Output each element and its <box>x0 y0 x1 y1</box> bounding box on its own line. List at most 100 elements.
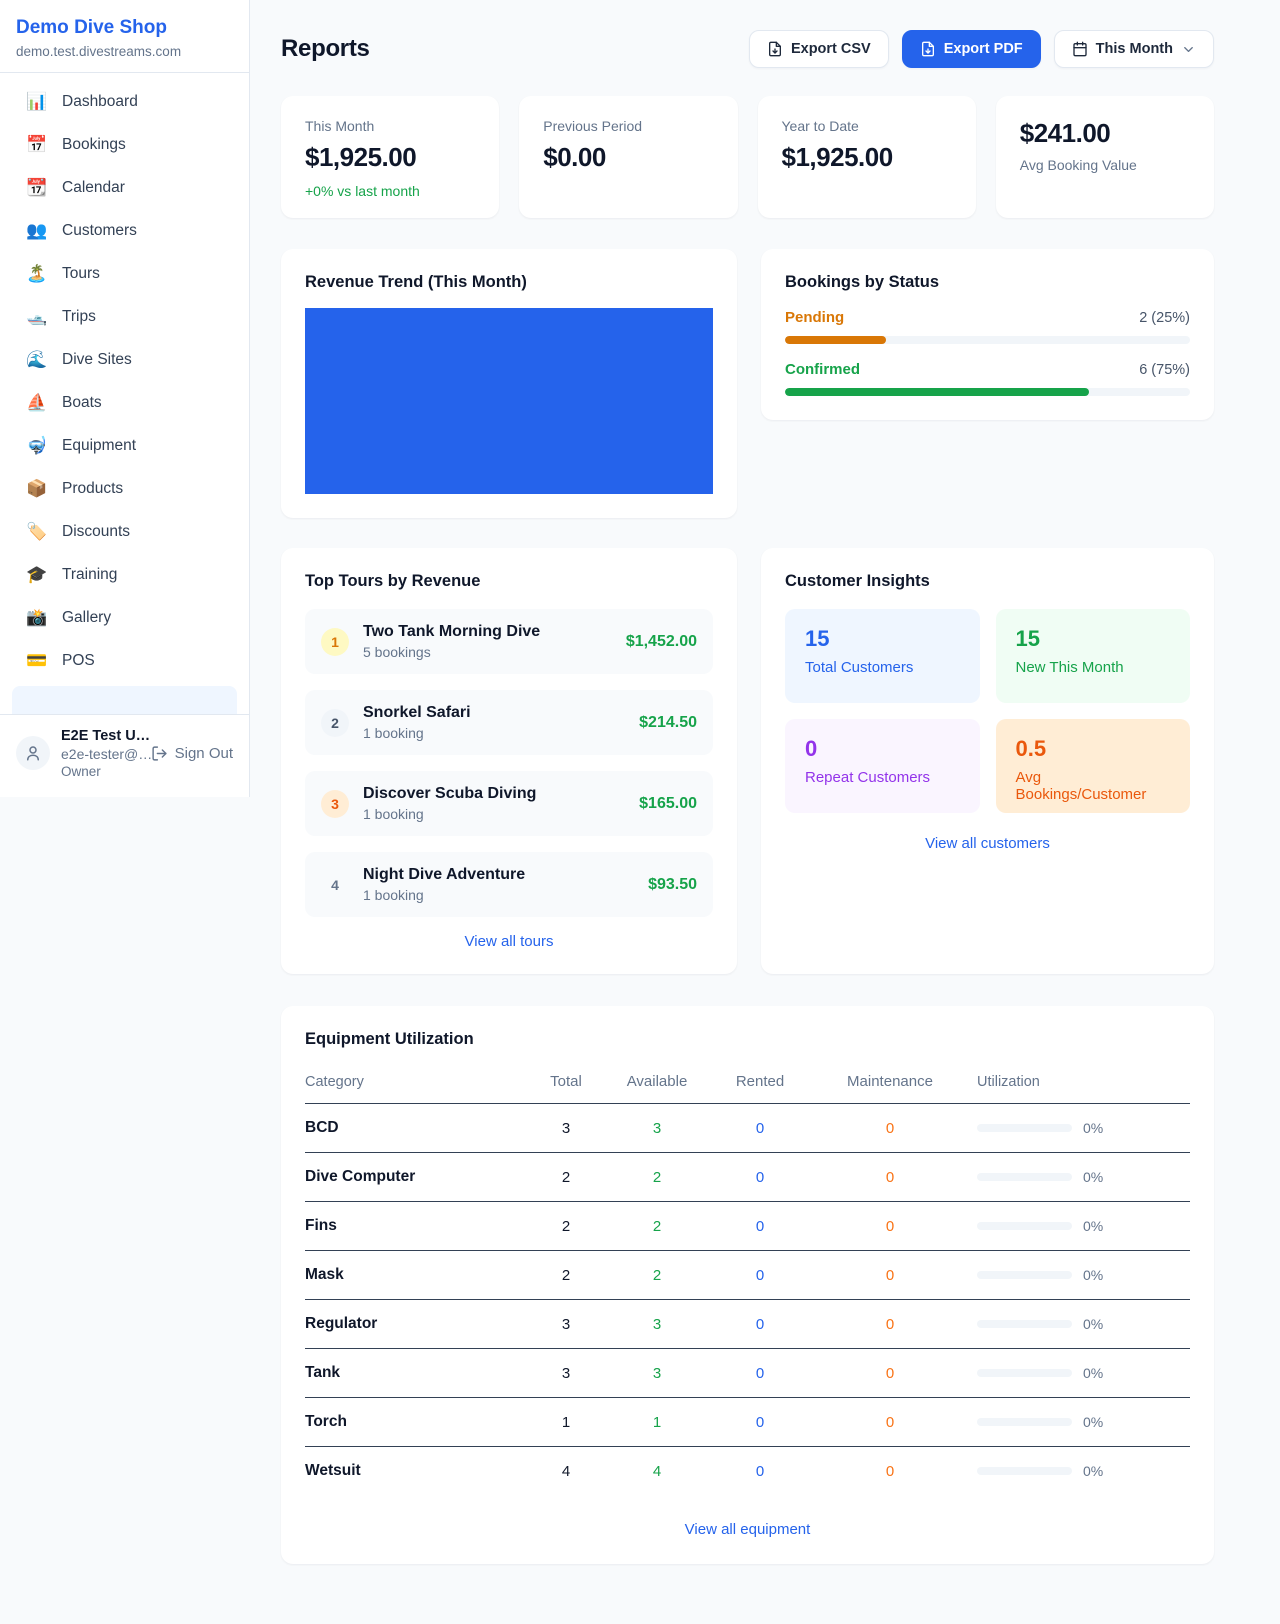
utilization-bar-track <box>977 1271 1072 1279</box>
tour-row: 2 Snorkel Safari 1 booking $214.50 <box>305 690 713 755</box>
view-all-tours-link[interactable]: View all tours <box>464 933 554 950</box>
equipment-rented: 0 <box>755 1364 765 1382</box>
sidebar-item-selected-partial[interactable] <box>12 686 237 714</box>
sidebar-item-calendar[interactable]: 📆 Calendar <box>12 166 237 209</box>
sidebar-item-tours[interactable]: 🏝️ Tours <box>12 252 237 295</box>
sidebar-item-boats[interactable]: ⛵ Boats <box>12 381 237 424</box>
tour-bookings: 1 booking <box>363 725 424 741</box>
sidebar-item-dashboard[interactable]: 📊 Dashboard <box>12 80 237 123</box>
utilization-bar-track <box>977 1222 1072 1230</box>
export-pdf-button[interactable]: Export PDF <box>901 30 1041 68</box>
revenue-trend-card: Revenue Trend (This Month) <box>281 249 737 518</box>
tour-name: Discover Scuba Diving <box>363 785 537 802</box>
brand-name: Demo Dive Shop <box>16 17 167 38</box>
column-header: Total <box>550 1073 582 1090</box>
sidebar-item-label: Training <box>62 565 118 583</box>
stat-card-year-to-date: Year to Date $1,925.00 <box>757 96 976 218</box>
sidebar-item-training[interactable]: 🎓 Training <box>12 553 237 596</box>
sidebar-item-label: Boats <box>62 393 102 411</box>
sidebar-item-bookings[interactable]: 📅 Bookings <box>12 123 237 166</box>
column-header: Maintenance <box>847 1073 933 1090</box>
equipment-category: Regulator <box>305 1315 378 1332</box>
sidebar-item-customers[interactable]: 👥 Customers <box>12 209 237 252</box>
package-icon: 📦 <box>26 479 48 498</box>
file-download-icon <box>921 41 934 57</box>
equipment-maintenance: 0 <box>885 1364 895 1382</box>
graduation-cap-icon: 🎓 <box>26 565 48 584</box>
utilization-percent: 0% <box>1083 1218 1104 1234</box>
tour-row: 1 Two Tank Morning Dive 5 bookings $1,45… <box>305 609 713 674</box>
sign-out-button[interactable]: Sign Out <box>151 745 233 762</box>
stat-card-previous-period: Previous Period $0.00 <box>519 96 738 218</box>
tile-label: Repeat Customers <box>805 769 931 786</box>
sidebar-item-pos[interactable]: 💳 POS <box>12 639 237 682</box>
rank-badge: 2 <box>321 708 349 737</box>
table-row: BCD 3 3 0 0 0% <box>305 1104 1190 1153</box>
equipment-utilization-cell: 0% <box>963 1316 1190 1332</box>
equipment-total: 2 <box>561 1266 571 1284</box>
tile-label: Total Customers <box>805 659 914 676</box>
column-header: Utilization <box>977 1073 1040 1090</box>
equipment-available: 2 <box>652 1266 662 1284</box>
equipment-rented: 0 <box>755 1119 765 1137</box>
tour-amount: $93.50 <box>648 875 697 893</box>
revenue-trend-title: Revenue Trend (This Month) <box>305 273 527 291</box>
stat-value: $0.00 <box>543 142 606 172</box>
equipment-rented: 0 <box>755 1315 765 1333</box>
sidebar-item-dive-sites[interactable]: 🌊 Dive Sites <box>12 338 237 381</box>
view-all-customers-link[interactable]: View all customers <box>925 835 1050 852</box>
sidebar-item-label: Discounts <box>62 522 131 540</box>
sidebar-item-trips[interactable]: 🛥️ Trips <box>12 295 237 338</box>
view-all-equipment-link[interactable]: View all equipment <box>684 1521 811 1538</box>
sidebar-item-products[interactable]: 📦 Products <box>12 467 237 510</box>
equipment-total: 4 <box>561 1462 571 1480</box>
sidebar: Demo Dive Shop demo.test.divestreams.com… <box>0 0 250 797</box>
equipment-title: Equipment Utilization <box>305 1030 474 1048</box>
customer-insights-card: Customer Insights 15 Total Customers 15 … <box>761 548 1214 974</box>
brand-domain: demo.test.divestreams.com <box>16 44 182 59</box>
sidebar-item-gallery[interactable]: 📸 Gallery <box>12 596 237 639</box>
utilization-percent: 0% <box>1083 1267 1104 1283</box>
table-row: Torch 1 1 0 0 0% <box>305 1398 1190 1447</box>
calendar-icon <box>1073 41 1087 57</box>
sidebar-item-equipment[interactable]: 🤿 Equipment <box>12 424 237 467</box>
equipment-maintenance: 0 <box>885 1119 895 1137</box>
insight-tile-new-this-month: 15 New This Month <box>995 609 1190 703</box>
export-csv-button[interactable]: Export CSV <box>748 30 889 68</box>
stat-label: Year to Date <box>781 118 859 134</box>
utilization-bar-track <box>977 1467 1072 1475</box>
period-label: This Month <box>1095 41 1173 57</box>
rank-badge: 3 <box>321 789 349 818</box>
top-tours-title: Top Tours by Revenue <box>305 572 481 590</box>
sidebar-nav: 📊 Dashboard 📅 Bookings 📆 Calendar 👥 Cust… <box>0 73 249 714</box>
calendar-pad-icon: 📆 <box>26 178 48 197</box>
equipment-category: Tank <box>305 1364 341 1381</box>
sailboat-icon: ⛵ <box>26 393 48 412</box>
wave-icon: 🌊 <box>26 350 48 369</box>
equipment-available: 3 <box>652 1315 662 1333</box>
sidebar-item-discounts[interactable]: 🏷️ Discounts <box>12 510 237 553</box>
customer-insights-title: Customer Insights <box>785 572 930 590</box>
insight-tile-repeat-customers: 0 Repeat Customers <box>785 719 980 813</box>
tour-name: Night Dive Adventure <box>363 866 526 883</box>
table-row: Wetsuit 4 4 0 0 0% <box>305 1447 1190 1495</box>
revenue-trend-chart <box>305 308 713 494</box>
equipment-rented: 0 <box>755 1217 765 1235</box>
sidebar-item-label: Dive Sites <box>62 350 132 368</box>
sidebar-item-label: POS <box>62 651 95 669</box>
sign-out-label: Sign Out <box>174 745 233 762</box>
sidebar-item-label: Calendar <box>62 178 125 196</box>
equipment-total: 2 <box>561 1168 571 1186</box>
equipment-available: 2 <box>652 1168 662 1186</box>
period-dropdown[interactable]: This Month <box>1053 30 1214 68</box>
sidebar-item-label: Trips <box>62 307 96 325</box>
utilization-bar-track <box>977 1124 1072 1132</box>
label-tag-icon: 🏷️ <box>26 522 48 541</box>
status-label: Confirmed <box>785 361 860 378</box>
equipment-available: 1 <box>652 1413 662 1431</box>
utilization-bar-track <box>977 1369 1072 1377</box>
equipment-maintenance: 0 <box>885 1168 895 1186</box>
column-header: Rented <box>735 1073 785 1090</box>
sidebar-item-label: Bookings <box>62 135 126 153</box>
